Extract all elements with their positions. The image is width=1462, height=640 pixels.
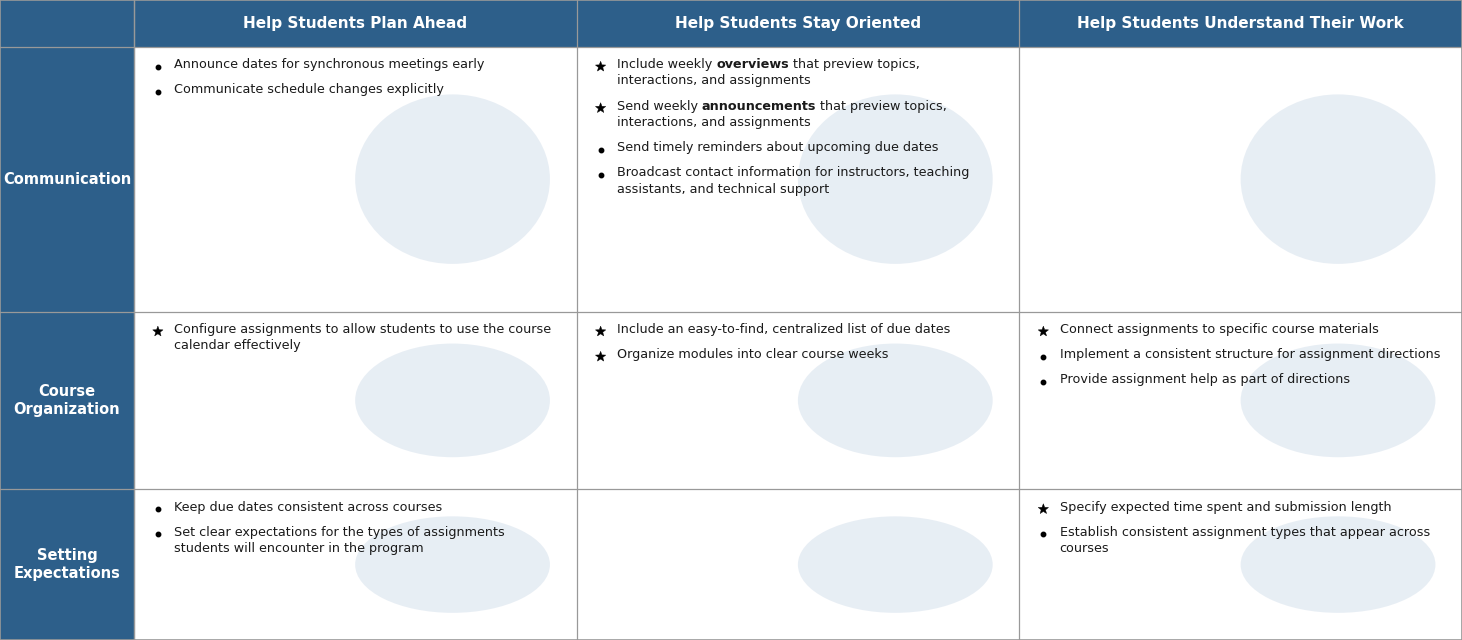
Ellipse shape xyxy=(1241,344,1436,457)
Text: calendar effectively: calendar effectively xyxy=(174,339,301,353)
Polygon shape xyxy=(595,326,605,336)
Text: Provide assignment help as part of directions: Provide assignment help as part of direc… xyxy=(1060,374,1349,387)
Ellipse shape xyxy=(798,94,993,264)
Text: Keep due dates consistent across courses: Keep due dates consistent across courses xyxy=(174,500,443,514)
Polygon shape xyxy=(595,351,605,361)
Text: Connect assignments to specific course materials: Connect assignments to specific course m… xyxy=(1060,323,1379,336)
Bar xyxy=(576,489,1019,640)
Polygon shape xyxy=(595,61,605,71)
Text: Broadcast contact information for instructors, teaching: Broadcast contact information for instru… xyxy=(617,166,969,179)
Bar xyxy=(576,312,1019,489)
Text: Implement a consistent structure for assignment directions: Implement a consistent structure for ass… xyxy=(1060,348,1440,362)
Text: announcements: announcements xyxy=(702,100,816,113)
Bar xyxy=(1019,47,1462,312)
Text: Announce dates for synchronous meetings early: Announce dates for synchronous meetings … xyxy=(174,58,484,71)
Text: assistants, and technical support: assistants, and technical support xyxy=(617,182,829,196)
Text: courses: courses xyxy=(1060,542,1110,555)
Text: Establish consistent assignment types that appear across: Establish consistent assignment types th… xyxy=(1060,526,1430,539)
Bar xyxy=(0,489,135,640)
Text: that preview topics,: that preview topics, xyxy=(789,58,920,71)
Bar xyxy=(0,0,1462,47)
Text: Help Students Stay Oriented: Help Students Stay Oriented xyxy=(675,16,921,31)
Text: Set clear expectations for the types of assignments: Set clear expectations for the types of … xyxy=(174,526,504,539)
Polygon shape xyxy=(595,102,605,113)
Bar xyxy=(135,312,576,489)
Ellipse shape xyxy=(798,344,993,457)
Text: overviews: overviews xyxy=(716,58,789,71)
Polygon shape xyxy=(1038,326,1048,336)
Text: Setting
Expectations: Setting Expectations xyxy=(13,548,120,580)
Text: Include an easy-to-find, centralized list of due dates: Include an easy-to-find, centralized lis… xyxy=(617,323,950,336)
Bar xyxy=(0,47,135,312)
Text: Communication: Communication xyxy=(3,172,132,187)
Text: Include weekly: Include weekly xyxy=(617,58,716,71)
Text: Help Students Understand Their Work: Help Students Understand Their Work xyxy=(1077,16,1404,31)
Ellipse shape xyxy=(355,94,550,264)
Text: Configure assignments to allow students to use the course: Configure assignments to allow students … xyxy=(174,323,551,336)
Text: Send timely reminders about upcoming due dates: Send timely reminders about upcoming due… xyxy=(617,141,939,154)
Text: Organize modules into clear course weeks: Organize modules into clear course weeks xyxy=(617,348,889,362)
Text: Help Students Plan Ahead: Help Students Plan Ahead xyxy=(243,16,468,31)
Ellipse shape xyxy=(1241,94,1436,264)
Bar xyxy=(135,489,576,640)
Ellipse shape xyxy=(355,344,550,457)
Ellipse shape xyxy=(1241,516,1436,613)
Bar xyxy=(0,312,135,489)
Ellipse shape xyxy=(798,516,993,613)
Polygon shape xyxy=(1038,504,1048,513)
Text: Course
Organization: Course Organization xyxy=(13,384,120,417)
Bar xyxy=(1019,489,1462,640)
Bar xyxy=(1019,312,1462,489)
Bar xyxy=(576,47,1019,312)
Text: that preview topics,: that preview topics, xyxy=(816,100,947,113)
Text: students will encounter in the program: students will encounter in the program xyxy=(174,542,424,555)
Text: Specify expected time spent and submission length: Specify expected time spent and submissi… xyxy=(1060,500,1392,514)
Text: Send weekly: Send weekly xyxy=(617,100,702,113)
Polygon shape xyxy=(152,326,164,336)
Ellipse shape xyxy=(355,516,550,613)
Bar xyxy=(135,47,576,312)
Text: interactions, and assignments: interactions, and assignments xyxy=(617,74,811,88)
Text: interactions, and assignments: interactions, and assignments xyxy=(617,116,811,129)
Text: Communicate schedule changes explicitly: Communicate schedule changes explicitly xyxy=(174,83,444,97)
